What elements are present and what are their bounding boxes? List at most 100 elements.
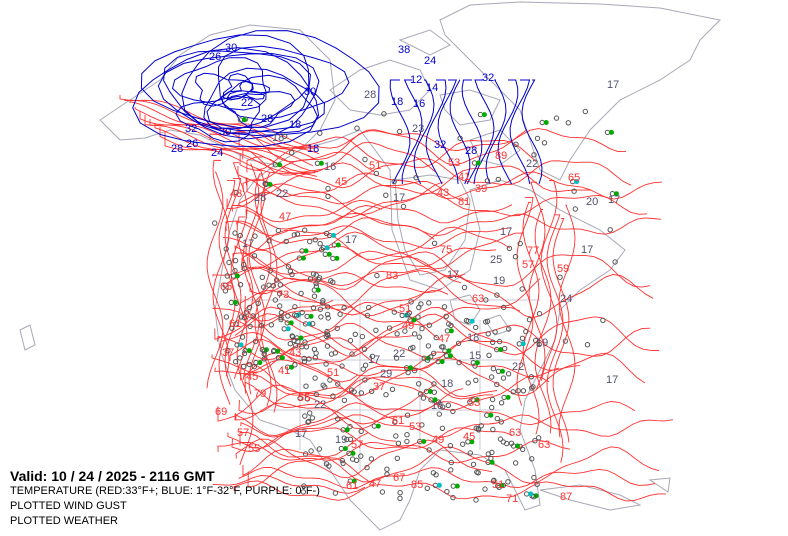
station-circle: [536, 311, 543, 317]
station-circle: [467, 450, 473, 456]
wind-gust-label: 25: [490, 254, 502, 266]
station-circle: [323, 361, 329, 367]
station-circle: [582, 108, 588, 115]
station-circle: [339, 457, 345, 464]
warm-contour-label: 65: [568, 172, 580, 184]
warm-contour-label: 87: [560, 491, 572, 503]
station-circle: [397, 495, 403, 501]
warm-isotherm: [240, 363, 498, 398]
contour-labels: 39 43 45 47 49 51 51 53 57 61 63 37 41 43 45 47 49 51 53 55…: [171, 42, 620, 505]
station-circle: [325, 304, 331, 310]
station-circle: [303, 344, 310, 350]
station-circle: [506, 245, 513, 252]
cold-contour-label: 30: [304, 86, 316, 98]
precip-symbol: [500, 368, 505, 374]
station-circle: [474, 469, 480, 475]
station-circle: [492, 329, 498, 335]
greenland-coast: [439, 1, 722, 181]
station-circle: [450, 494, 456, 501]
wind-gust-label: 16: [324, 161, 336, 173]
station-circle: [473, 324, 479, 331]
station-circle: [473, 425, 479, 431]
station-circle: [352, 331, 358, 337]
station-circle: [533, 337, 539, 344]
station-circle: [534, 481, 540, 488]
wind-gust-label: 18: [272, 132, 284, 144]
alaska-coast: [99, 24, 336, 166]
cold-contour-label: 24: [211, 147, 223, 159]
precip-symbol: [257, 360, 263, 366]
station-circle: [447, 443, 454, 449]
station-circle: [386, 325, 393, 331]
temperature-legend: TEMPERATURE (RED:33°F+; BLUE: 1°F-32°F, …: [10, 485, 320, 497]
station-circle: [505, 371, 512, 377]
warm-isotherm: [245, 171, 663, 200]
station-circle: [289, 150, 295, 156]
wind-gust-label: 22: [314, 399, 326, 411]
station-circle: [362, 377, 368, 383]
station-circle: [457, 135, 463, 142]
station-circle: [482, 486, 488, 492]
wind-gust-label: 18: [441, 378, 453, 390]
station-circle: [500, 375, 507, 381]
wind-gust-label: 17: [393, 192, 405, 204]
station-circle: [325, 185, 331, 192]
precip-symbol: [351, 478, 357, 484]
station-circle: [317, 130, 323, 136]
station-circle: [431, 389, 437, 395]
station-circle: [450, 408, 456, 415]
station-circle: [273, 277, 280, 283]
precip-symbol: [543, 120, 549, 125]
wind-gust-label: 19: [335, 434, 347, 446]
warm-isotherm: [534, 209, 552, 434]
cold-isotherm: [401, 79, 423, 185]
wind-gust-label: 19: [536, 337, 548, 349]
precip-symbol: [448, 353, 453, 359]
cuba-caribbean: [19, 324, 671, 511]
warm-isotherm: [241, 249, 651, 290]
station-circle: [443, 313, 449, 319]
station-circle: [261, 348, 268, 354]
warm-contour-label: 43: [289, 347, 301, 359]
warm-isotherm: [234, 313, 660, 357]
station-circle: [302, 413, 308, 419]
station-circle: [252, 338, 259, 345]
station-circle: [465, 380, 471, 386]
cold-isotherm: [425, 79, 447, 185]
warm-contour-label: 49: [402, 320, 414, 332]
station-circle: [325, 193, 331, 200]
warm-isotherm: [211, 337, 581, 373]
warm-contour-label: 57: [351, 439, 363, 451]
station-circle: [282, 133, 288, 139]
station-circle: [239, 334, 246, 340]
warm-isotherm: [248, 169, 266, 395]
warm-contour-label: 37: [222, 347, 234, 359]
precip-symbol: [528, 491, 534, 497]
station-circle: [320, 298, 326, 304]
cold-contour-label: 26: [186, 138, 198, 150]
station-circle: [260, 284, 267, 290]
cold-isotherm: [218, 45, 350, 121]
warm-isotherm: [144, 115, 314, 167]
station-circle: [417, 391, 424, 397]
station-circle: [431, 240, 438, 247]
warm-isotherm: [227, 267, 541, 311]
cold-isotherm: [437, 79, 459, 185]
station-circle: [383, 392, 389, 398]
station-circle: [405, 312, 411, 318]
warm-isotherm: [236, 212, 662, 237]
station-circle: [412, 331, 418, 337]
station-circle: [531, 152, 537, 158]
station-circle: [494, 381, 500, 388]
station-circle: [439, 425, 446, 431]
warm-contour-label: 51: [492, 479, 504, 491]
precip-symbol: [288, 320, 294, 326]
station-circle: [383, 192, 389, 198]
warm-isotherm: [244, 373, 494, 400]
precip-symbol: [334, 255, 340, 261]
station-circle: [512, 254, 519, 260]
wind-gust-label: 15: [469, 350, 481, 362]
station-circle: [326, 463, 332, 469]
precip-symbol: [432, 397, 438, 403]
station-circle: [529, 385, 535, 391]
